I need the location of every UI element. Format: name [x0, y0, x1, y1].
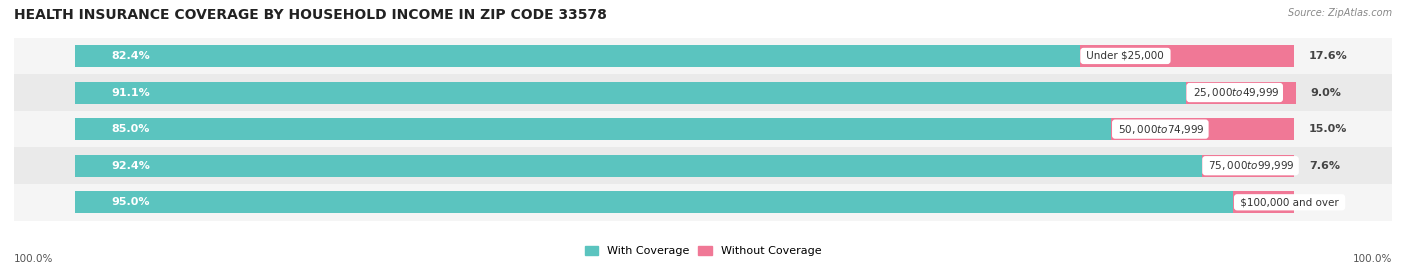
Text: $50,000 to $74,999: $50,000 to $74,999 [1115, 123, 1205, 136]
Bar [1112, 118, 1295, 140]
Text: 85.0%: 85.0% [111, 124, 150, 134]
Bar [75, 82, 1185, 104]
Text: 82.4%: 82.4% [111, 51, 150, 61]
Bar [14, 184, 1392, 221]
Text: Source: ZipAtlas.com: Source: ZipAtlas.com [1288, 8, 1392, 18]
Bar [14, 38, 1392, 74]
Text: 15.0%: 15.0% [1309, 124, 1347, 134]
Text: 7.6%: 7.6% [1309, 161, 1340, 171]
Bar [14, 147, 1392, 184]
Bar [75, 118, 1112, 140]
Bar [1202, 155, 1295, 177]
Text: 9.0%: 9.0% [1310, 87, 1341, 98]
Bar [1080, 45, 1295, 67]
Text: HEALTH INSURANCE COVERAGE BY HOUSEHOLD INCOME IN ZIP CODE 33578: HEALTH INSURANCE COVERAGE BY HOUSEHOLD I… [14, 8, 607, 22]
Text: 91.1%: 91.1% [111, 87, 150, 98]
Text: 5.0%: 5.0% [1309, 197, 1340, 207]
Bar [14, 74, 1392, 111]
Bar [75, 45, 1080, 67]
Bar [75, 191, 1233, 213]
Bar [75, 155, 1202, 177]
Text: $100,000 and over: $100,000 and over [1237, 197, 1343, 207]
Bar [14, 111, 1392, 147]
Text: 92.4%: 92.4% [111, 161, 150, 171]
Legend: With Coverage, Without Coverage: With Coverage, Without Coverage [581, 242, 825, 261]
Text: 100.0%: 100.0% [14, 254, 53, 264]
Text: 95.0%: 95.0% [111, 197, 150, 207]
Bar [1185, 82, 1295, 104]
Bar [1233, 191, 1295, 213]
Text: Under $25,000: Under $25,000 [1084, 51, 1167, 61]
Text: $75,000 to $99,999: $75,000 to $99,999 [1205, 159, 1296, 172]
Text: 17.6%: 17.6% [1309, 51, 1348, 61]
Text: $25,000 to $49,999: $25,000 to $49,999 [1189, 86, 1279, 99]
Text: 100.0%: 100.0% [1353, 254, 1392, 264]
